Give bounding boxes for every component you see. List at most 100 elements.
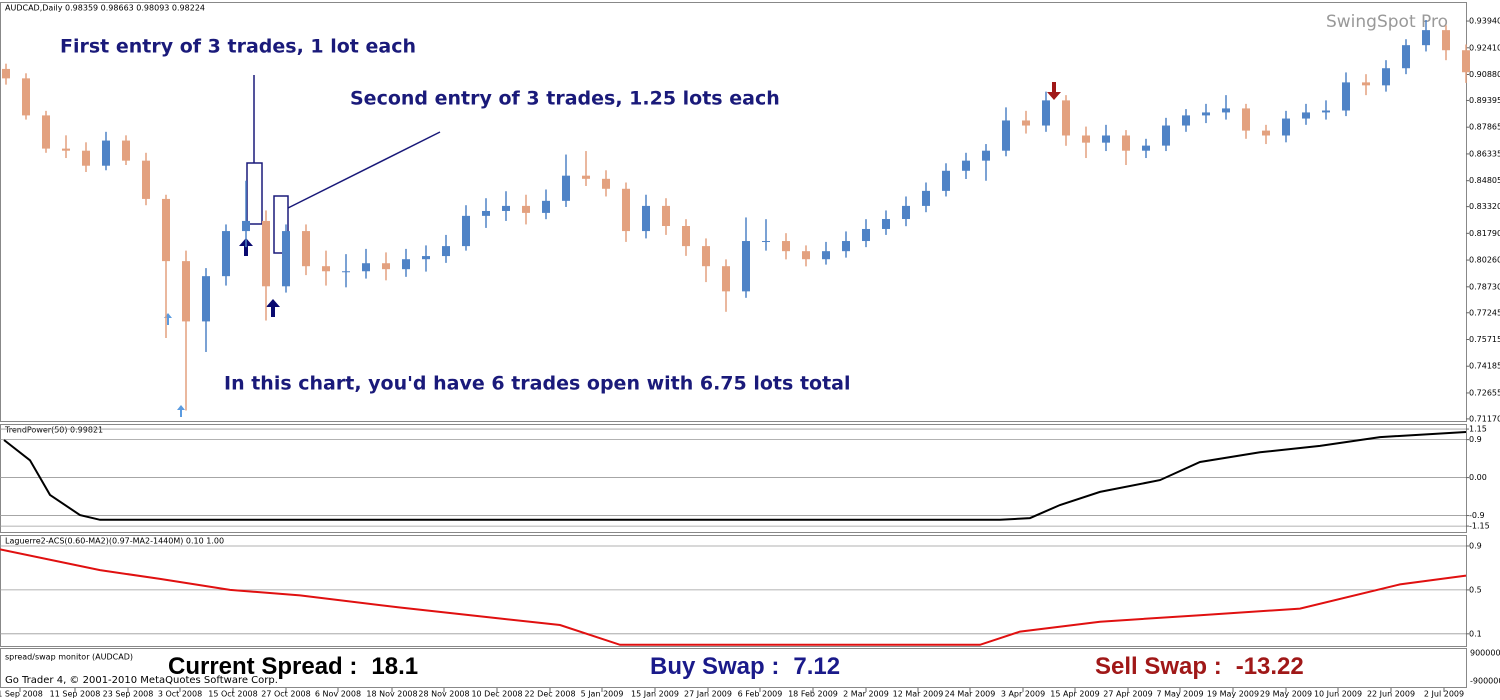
candle-body xyxy=(982,150,990,161)
x-tick-label: 15 Apr 2009 xyxy=(1050,690,1099,699)
x-tick-label: 22 Dec 2008 xyxy=(524,690,575,699)
candle-body xyxy=(1402,45,1410,69)
annotation-shapes xyxy=(246,75,441,254)
candle-body xyxy=(1202,112,1210,116)
candle-body xyxy=(1022,120,1030,126)
y-tick-label: 0.86335 xyxy=(1469,149,1500,158)
main-panel xyxy=(0,2,1467,422)
x-tick-label: 2 Mar 2009 xyxy=(843,690,889,699)
candle-body xyxy=(762,241,770,243)
candle-body xyxy=(662,205,670,227)
y-tick-label: 0.9 xyxy=(1469,541,1482,550)
candle-body xyxy=(1002,120,1010,151)
x-tick-label: 3 Apr 2009 xyxy=(1001,690,1045,699)
y-tick-label: 0.80260 xyxy=(1469,256,1500,265)
candle-body xyxy=(1322,110,1330,113)
x-tick-label: 29 May 2009 xyxy=(1260,690,1312,699)
candle-body xyxy=(82,150,90,166)
x-tick-label: 10 Jun 2009 xyxy=(1314,690,1362,699)
candle-body xyxy=(442,246,450,257)
candle-body xyxy=(2,68,10,79)
candle-body xyxy=(942,170,950,191)
candle-body xyxy=(822,251,830,260)
candle-body xyxy=(142,160,150,199)
candle-body xyxy=(542,200,550,213)
candle-body xyxy=(262,220,270,287)
main-title: AUDCAD,Daily 0.98359 0.98663 0.98093 0.9… xyxy=(5,4,205,13)
label: Sell Swap : xyxy=(1095,653,1222,680)
candle-body xyxy=(622,188,630,232)
x-tick-label: 5 Jan 2009 xyxy=(581,690,624,699)
candle-body xyxy=(602,178,610,189)
candle-body xyxy=(282,231,290,287)
y-tick-label: 0.92410 xyxy=(1469,43,1500,52)
candle-body xyxy=(1042,100,1050,126)
candle-body xyxy=(1342,82,1350,111)
x-tick-label: 27 Apr 2009 xyxy=(1103,690,1152,699)
candle-body xyxy=(482,210,490,216)
candle-body xyxy=(302,231,310,267)
label: Current Spread : xyxy=(168,653,357,680)
candle-body xyxy=(702,246,710,267)
candle-body xyxy=(42,115,50,149)
candle-body xyxy=(922,190,930,206)
annotation: First entry of 3 trades, 1 lot each xyxy=(60,36,416,58)
candle-body xyxy=(1262,130,1270,136)
x-tick-label: 24 Mar 2009 xyxy=(945,690,996,699)
spread-title: spread/swap monitor (AUDCAD) xyxy=(5,653,133,662)
candle-body xyxy=(522,205,530,213)
candle-body xyxy=(682,226,690,247)
x-tick-label: 11 Sep 2008 xyxy=(50,690,101,699)
candle-body xyxy=(362,263,370,272)
entry-arrow xyxy=(266,299,280,317)
value: 18.1 xyxy=(371,653,418,680)
candle-body xyxy=(582,175,590,179)
candle-body xyxy=(1362,82,1370,86)
scale-label: -9000000 xyxy=(1470,677,1500,686)
x-tick-label: 18 Feb 2009 xyxy=(788,690,838,699)
footer: Go Trader 4, © 2001-2010 MetaQuotes Soft… xyxy=(5,675,278,686)
candle-body xyxy=(782,241,790,252)
candle-body xyxy=(902,205,910,220)
buy-swap-readout: Buy Swap : 7.12 xyxy=(650,653,840,680)
candle-body xyxy=(122,140,130,161)
candle-body xyxy=(102,140,110,166)
value: 7.12 xyxy=(793,653,840,680)
y-tick-label: 1.15 xyxy=(1469,425,1487,434)
x-tick-label: 18 Nov 2008 xyxy=(366,690,417,699)
candle-body xyxy=(62,148,70,151)
annotation: Second entry of 3 trades, 1.25 lots each xyxy=(350,88,780,110)
y-tick-label: 0.00 xyxy=(1469,473,1487,482)
candle-body xyxy=(1462,50,1470,73)
y-tick-label: 0.77245 xyxy=(1469,308,1500,317)
candle-body xyxy=(1162,125,1170,146)
candle-body xyxy=(882,219,890,229)
y-tick-label: 0.81790 xyxy=(1469,229,1500,238)
y-tick-label: 0.1 xyxy=(1469,629,1482,638)
y-tick-label: 0.87865 xyxy=(1469,123,1500,132)
candle-body xyxy=(802,251,810,260)
candle-body xyxy=(1242,108,1250,131)
trendpower-panel xyxy=(0,424,1467,533)
value: -13.22 xyxy=(1236,653,1304,680)
candle-body xyxy=(162,198,170,262)
y-tick-label: -1.15 xyxy=(1469,522,1490,531)
candle-body xyxy=(1062,100,1070,136)
candle-body xyxy=(1082,135,1090,143)
x-tick-label: 7 May 2009 xyxy=(1156,690,1203,699)
candle-body xyxy=(322,266,330,272)
candle-body xyxy=(1422,30,1430,46)
y-tick-label: 0.72655 xyxy=(1469,388,1500,397)
buy-arrow xyxy=(177,405,185,417)
candle-body xyxy=(1442,30,1450,51)
candle-body xyxy=(1302,112,1310,119)
spread-readout: Current Spread : 18.1 xyxy=(168,653,418,680)
sell-arrow xyxy=(1047,82,1061,100)
candle-body xyxy=(842,241,850,252)
candle-body xyxy=(1122,135,1130,151)
entry-box xyxy=(273,195,289,254)
candle-body xyxy=(202,276,210,322)
y-tick-label: 0.75715 xyxy=(1469,335,1500,344)
y-tick-label: 0.83320 xyxy=(1469,202,1500,211)
x-tick-label: 10 Dec 2008 xyxy=(471,690,522,699)
